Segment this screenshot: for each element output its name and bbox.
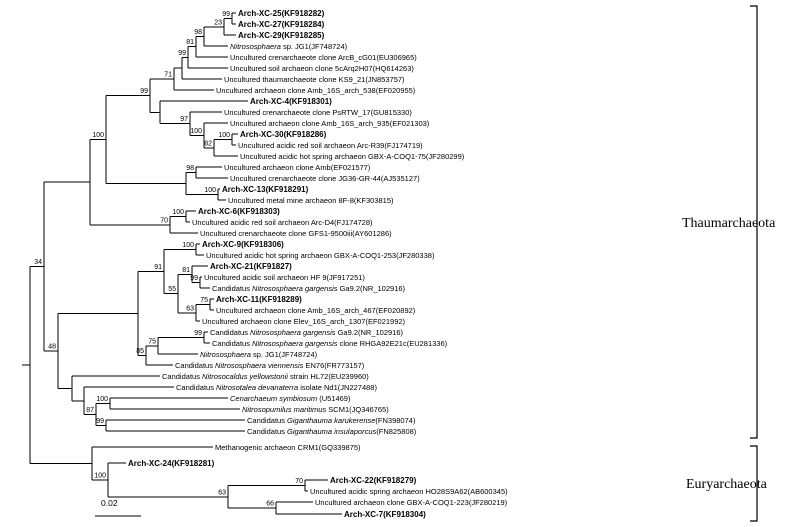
- bootstrap-label: 23: [214, 19, 222, 26]
- taxon-label: Uncultured acidic spring archaeon HO28S9…: [310, 487, 508, 496]
- taxon-label: Candidatus Giganthauma karukerense(FN398…: [247, 416, 416, 425]
- bootstrap-label: 100: [92, 132, 104, 139]
- clade-bracket-euryarchaeota: [750, 445, 758, 522]
- taxon-label: Arch-XC-9(KF918306): [202, 240, 284, 249]
- taxon-label: Uncultured acidic hot spring archaeon GB…: [206, 251, 435, 260]
- bootstrap-label: 99: [194, 330, 202, 337]
- bootstrap-label: 87: [86, 407, 94, 414]
- taxon-label: Nitrososphaera sp. JG1(JF748724): [230, 42, 348, 51]
- taxon-label: Candidatus Nitrososphaera viennensis EN7…: [175, 361, 365, 370]
- taxon-label: Uncultured acidic hot spring archaeon GB…: [240, 152, 465, 161]
- bootstrap-label: 55: [168, 286, 176, 293]
- taxon-label: Nitrosopumilus maritimus SCM1(JQ346765): [242, 405, 389, 414]
- taxon-label: Uncultured soil archaeon clone 5cArq2H07…: [230, 64, 414, 73]
- taxon-label: Candidatus Giganthauma insulaporcus(FN82…: [247, 427, 417, 436]
- taxon-label: Candidatus Nitrososphaera gargensis clon…: [212, 339, 448, 348]
- taxon-label: Uncultured archaeon clone Amb(EF021577): [224, 163, 371, 172]
- bootstrap-label: 100: [204, 187, 216, 194]
- taxon-label: Arch-XC-7(KF918304): [344, 510, 426, 519]
- bootstrap-label: 100: [182, 242, 194, 249]
- bootstrap-label: 70: [160, 217, 168, 224]
- bootstrap-label: 85: [136, 348, 144, 355]
- taxon-label: Uncultured acidic red soil archaeon Arc-…: [192, 218, 373, 227]
- taxon-label: Uncultured archaeon clone Amb_16S_arch_4…: [216, 306, 416, 315]
- bootstrap-label: 63: [218, 489, 226, 496]
- taxon-label: Arch-XC-21(KF91827): [210, 262, 292, 271]
- bootstrap-label: 99: [140, 88, 148, 95]
- taxon-label: Arch-XC-4(KF918301): [250, 97, 332, 106]
- clade-label-euryarchaeota: Euryarchaeota: [686, 477, 767, 492]
- taxon-label: Arch-XC-22(KF918279): [330, 476, 417, 485]
- taxon-label: Uncultured crenarchaeote clone GFS1-9500…: [200, 229, 392, 238]
- taxon-label: Methanogenic archaeon CRM1(GQ339875): [215, 443, 361, 452]
- bootstrap-label: 98: [194, 29, 202, 36]
- taxon-label: Uncultured archaeon clone Amb_16S_arch_9…: [230, 119, 430, 128]
- bootstrap-label: 82: [204, 140, 212, 147]
- taxon-label: Uncultured archaeon clone GBX-A-COQ1-223…: [315, 498, 508, 507]
- scale-bar-label: 0.02: [101, 498, 118, 508]
- taxon-label: Arch-XC-25(KF918282): [238, 9, 325, 18]
- taxon-label: Uncultured crenarchaeote clone PsRTW_17(…: [224, 108, 412, 117]
- bootstrap-label: 98: [186, 165, 194, 172]
- bootstrap-label: 99: [96, 418, 104, 425]
- taxon-label: Arch-XC-30(KF918286): [240, 130, 327, 139]
- bootstrap-label: 66: [266, 501, 274, 508]
- bootstrap-label: 70: [295, 478, 303, 485]
- taxon-label: Arch-XC-13(KF918291): [222, 185, 309, 194]
- bootstrap-label: 100: [172, 209, 184, 216]
- taxon-label: Arch-XC-29(KF918285): [238, 31, 325, 40]
- bootstrap-label: 91: [154, 264, 162, 271]
- taxon-label: Candidatus Nitrosocaldus yellowstonii st…: [162, 372, 369, 381]
- clade-label-thaumarchaeota: Thaumarchaeota: [682, 216, 776, 231]
- bootstrap-label: 34: [34, 259, 42, 266]
- clade-bracket-thaumarchaeota: [750, 5, 758, 439]
- bootstrap-label: 63: [186, 305, 194, 312]
- taxon-label: Uncultured archaeon clone Elev_16S_arch_…: [202, 317, 406, 326]
- bootstrap-label: 99: [222, 11, 230, 18]
- taxon-label: Arch-XC-27(KF918284): [238, 20, 325, 29]
- taxon-label: Candidatus Nitrosotalea devanaterra isol…: [176, 383, 377, 392]
- taxon-label: Nitrososphaera sp. JG1(JF748724): [200, 350, 318, 359]
- bootstrap-label: 100: [190, 128, 202, 135]
- bootstrap-label: 48: [48, 343, 56, 350]
- bootstrap-label: 100: [94, 472, 106, 479]
- taxon-label: Cenarchaeum symbiosum (U51469): [230, 394, 351, 403]
- bootstrap-label: 99: [190, 275, 198, 282]
- taxon-label: Uncultured metal mine archaeon 8F-8(KF30…: [228, 196, 394, 205]
- bootstrap-label: 75: [148, 338, 156, 345]
- bootstrap-label: 81: [186, 39, 194, 46]
- taxon-label: Arch-XC-11(KF918289): [216, 295, 302, 304]
- taxon-label: Candidatus Nitrososphaera gargensis Ga9.…: [210, 328, 404, 337]
- bootstrap-label: 81: [182, 267, 190, 274]
- bootstrap-label: 100: [96, 396, 108, 403]
- bootstrap-label: 71: [164, 72, 172, 79]
- bootstrap-label: 99: [178, 50, 186, 57]
- bootstrap-label: 75: [200, 297, 208, 304]
- taxon-label: Uncultured thaumarchaeote clone KS9_21(J…: [224, 75, 405, 84]
- bootstrap-label: 100: [218, 132, 230, 139]
- taxon-label: Uncultured acidic red soil archaeon Arc-…: [238, 141, 423, 150]
- taxon-label: Arch-XC-24(KF918281): [128, 459, 215, 468]
- taxon-label: Uncultured crenarchaeote clone ArcB_cG01…: [230, 53, 417, 62]
- taxon-label: Arch-XC-6(KF918303): [198, 207, 280, 216]
- bootstrap-label: 97: [180, 116, 188, 123]
- taxon-label: Uncultured crenarchaeote clone JG36-GR-4…: [230, 174, 420, 183]
- taxon-label: Uncultured archaeon clone Amb_16S_arch_5…: [216, 86, 416, 95]
- taxon-label: Uncultured acidic soil archaeon HF 9(JF9…: [204, 273, 365, 282]
- taxon-label: Candidatus Nitrososphaera gargensis Ga9.…: [212, 284, 406, 293]
